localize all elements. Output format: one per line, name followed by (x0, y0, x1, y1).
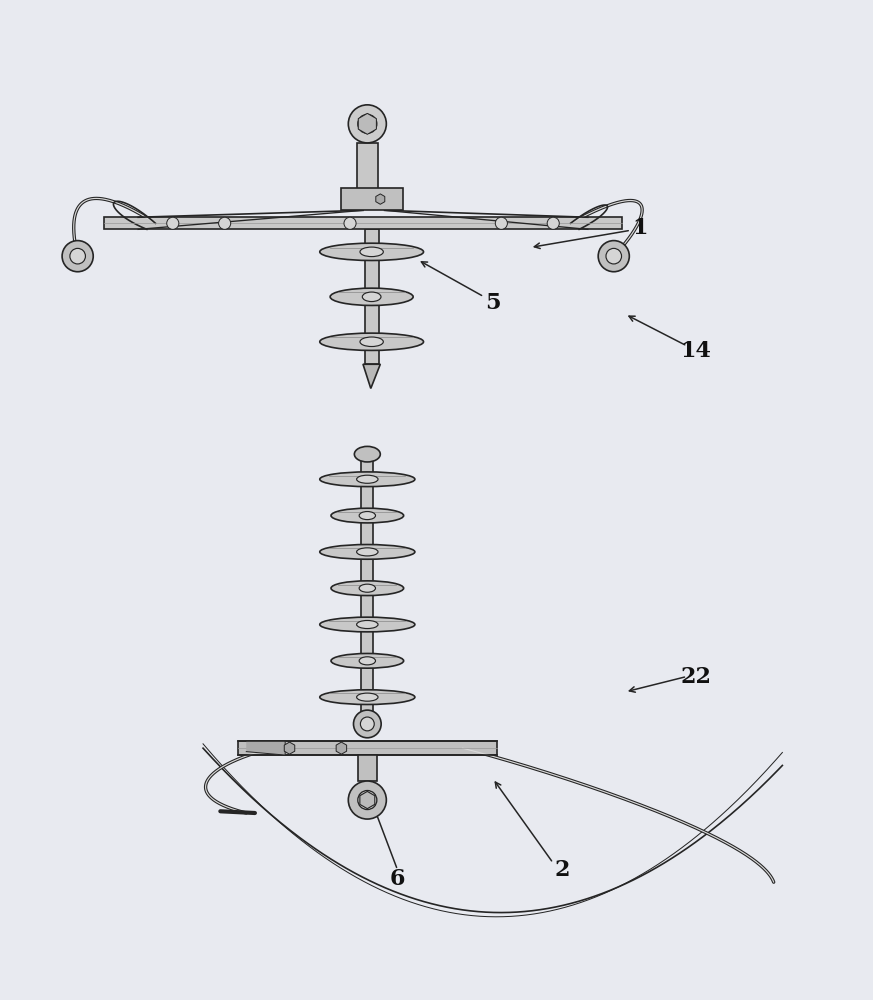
FancyBboxPatch shape (361, 461, 374, 715)
Ellipse shape (357, 548, 378, 556)
Circle shape (348, 105, 387, 143)
Ellipse shape (359, 584, 375, 592)
Circle shape (606, 248, 622, 264)
Polygon shape (363, 364, 381, 388)
Circle shape (358, 114, 377, 133)
Circle shape (70, 248, 86, 264)
FancyBboxPatch shape (358, 755, 377, 781)
Ellipse shape (320, 690, 415, 704)
Ellipse shape (359, 657, 375, 665)
Ellipse shape (360, 247, 383, 257)
FancyBboxPatch shape (357, 143, 378, 189)
Circle shape (354, 710, 382, 738)
Polygon shape (336, 742, 347, 754)
Polygon shape (246, 741, 285, 755)
Ellipse shape (357, 475, 378, 483)
Text: 2: 2 (554, 859, 569, 881)
Ellipse shape (330, 288, 413, 305)
Polygon shape (358, 113, 376, 134)
Circle shape (495, 217, 507, 229)
Polygon shape (360, 791, 375, 809)
Ellipse shape (359, 512, 375, 520)
Circle shape (598, 241, 629, 272)
Ellipse shape (362, 292, 381, 302)
Ellipse shape (331, 581, 403, 596)
Polygon shape (285, 742, 295, 754)
Circle shape (344, 217, 356, 229)
Ellipse shape (331, 653, 403, 668)
Text: 1: 1 (632, 217, 648, 239)
Ellipse shape (354, 446, 381, 462)
Ellipse shape (360, 337, 383, 347)
Circle shape (167, 217, 179, 229)
Text: 22: 22 (680, 666, 711, 688)
FancyBboxPatch shape (104, 217, 622, 229)
Circle shape (348, 781, 387, 819)
Polygon shape (375, 194, 385, 204)
Ellipse shape (320, 333, 423, 350)
Text: 6: 6 (390, 868, 405, 890)
Circle shape (547, 217, 560, 229)
Ellipse shape (320, 545, 415, 559)
Circle shape (361, 717, 375, 731)
Ellipse shape (357, 620, 378, 629)
Ellipse shape (320, 472, 415, 487)
Text: 5: 5 (485, 292, 500, 314)
Ellipse shape (320, 243, 423, 260)
Circle shape (218, 217, 230, 229)
Text: 14: 14 (680, 340, 711, 362)
Ellipse shape (320, 617, 415, 632)
Ellipse shape (357, 693, 378, 701)
FancyBboxPatch shape (237, 741, 497, 755)
Circle shape (358, 791, 377, 810)
Circle shape (62, 241, 93, 272)
FancyBboxPatch shape (340, 188, 402, 210)
FancyBboxPatch shape (365, 229, 379, 364)
Ellipse shape (331, 508, 403, 523)
